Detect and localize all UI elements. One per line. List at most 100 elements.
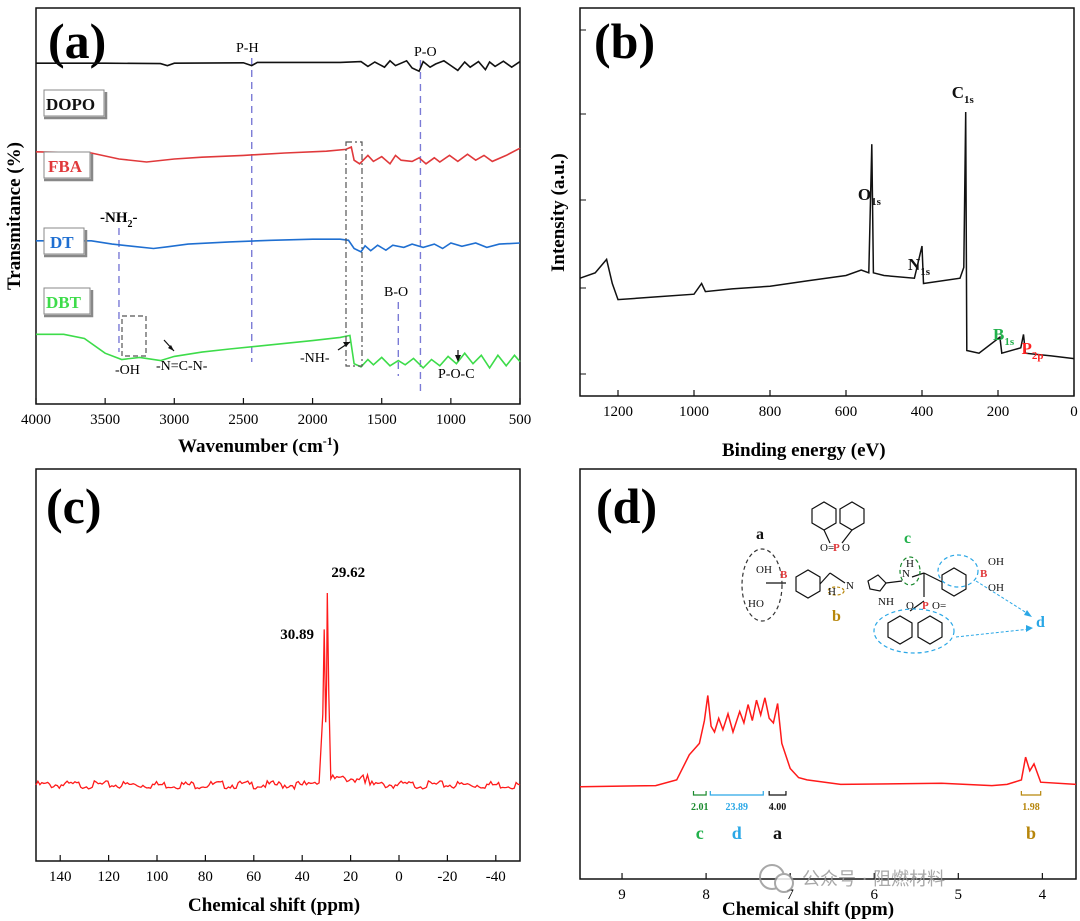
panel-c-label: (c): [46, 478, 102, 534]
watermark-text: 公众号 · 阻燃材料: [802, 869, 945, 890]
x-tick-label: 4000: [21, 412, 51, 428]
peak-label-b: B1s: [993, 325, 1015, 348]
label-o-double-top: O=: [820, 542, 834, 554]
panel-a-legend: DOPO FBA DT DBT: [43, 89, 108, 318]
panel-b: (b) 1200 1000 800 600 400 200 0 O1s N1s C1s B1s P2…: [548, 7, 1078, 461]
peak-label: 30.89: [280, 627, 314, 643]
panel-a-reference-lines: [118, 58, 422, 396]
annotation-nh2: -NH2-: [100, 210, 138, 230]
structure-label-a: a: [756, 526, 764, 543]
panel-d-x-ticks: 9 8 7 6 5 4: [618, 873, 1047, 903]
x-tick-label: -20: [437, 869, 457, 885]
x-tick-label: 6: [870, 887, 878, 903]
molecular-structure: [766, 501, 967, 645]
panel-d-label: (d): [596, 478, 657, 534]
triazole-ring: [867, 574, 887, 592]
integral-bracket: [709, 791, 764, 796]
group-a-circle: [741, 548, 783, 622]
x-tick-label: 0: [1070, 404, 1078, 420]
peak-label-p: P2p: [1021, 339, 1043, 362]
annotation-oh: -OH: [115, 363, 140, 378]
watermark: 公众号 · 阻燃材料: [759, 864, 945, 893]
label-oh-right-top: OH: [988, 556, 1004, 568]
ring-top-right: [839, 501, 865, 531]
label-ho-left: HO: [748, 598, 764, 610]
panel-a-label: (a): [48, 13, 106, 69]
x-tick-label: 5: [955, 887, 963, 903]
series-1h-nmr: [579, 695, 1077, 788]
x-tick-label: 80: [198, 869, 213, 885]
peak-label-o: O1s: [858, 185, 882, 208]
legend-dopo: DOPO: [46, 95, 95, 114]
label-o-double-bottom: O=: [932, 600, 946, 612]
x-tick-label: 2000: [298, 412, 328, 428]
structure-label-c: c: [904, 530, 911, 547]
panel-d-series: [579, 695, 1077, 788]
x-tick-label: -40: [486, 869, 506, 885]
series-xps-survey: [579, 111, 1075, 360]
annotation-p-o-c: P-O-C: [438, 367, 475, 382]
structure-label-d: d: [1036, 614, 1045, 631]
series-dbt: [36, 333, 521, 370]
panel-a: (a) 4000 3500 3000 2500 2000 1500 1000 500 DOPO…: [4, 7, 531, 457]
panel-b-label: (b): [594, 13, 655, 69]
integral-letter: c: [696, 823, 704, 843]
label-o-bottom: O: [906, 600, 914, 612]
panel-a-frame: [35, 7, 521, 405]
panel-a-series: [35, 59, 521, 370]
integral-letter: d: [732, 823, 742, 843]
panel-c-frame: [35, 468, 521, 862]
label-o-top: O: [842, 542, 850, 554]
structure-label-b: b: [832, 608, 841, 625]
label-h-c: H: [906, 558, 914, 570]
panel-a-x-ticks: 4000 3500 3000 2500 2000 1500 1000 500: [21, 398, 531, 428]
annotation-b-o: B-O: [384, 285, 408, 300]
label-n-left: N: [846, 580, 854, 592]
x-tick-label: 40: [295, 869, 310, 885]
x-tick-label: 4: [1039, 887, 1047, 903]
integral-value: 1.98: [1022, 802, 1039, 813]
panel-b-xlabel: Binding energy (eV): [722, 440, 886, 461]
legend-dbt: DBT: [46, 293, 82, 312]
integral-letter: b: [1026, 823, 1036, 843]
panel-c-xlabel: Chemical shift (ppm): [188, 895, 360, 916]
x-tick-label: 3000: [159, 412, 189, 428]
peak-label-c: C1s: [952, 83, 975, 106]
integral-letter: a: [773, 823, 782, 843]
integral-bracket: [768, 791, 787, 796]
label-nh-triazole: NH: [878, 596, 894, 608]
label-n-right: N: [902, 568, 910, 580]
integral-bracket: [692, 791, 707, 796]
panel-b-peak-labels: O1s N1s C1s B1s P2p: [858, 83, 1044, 362]
annotation-p-h: P-H: [236, 41, 259, 56]
ring-bottom-left: [887, 615, 913, 645]
panel-b-x-ticks: 1200 1000 800 600 400 200 0: [603, 390, 1078, 420]
annotation-nh: -NH-: [300, 351, 330, 366]
panel-c-peak-labels: 30.89 29.62: [280, 565, 365, 643]
x-tick-label: 140: [49, 869, 72, 885]
panel-a-ylabel: Transmitance (%): [4, 142, 25, 290]
ring-bottom-right: [917, 615, 943, 645]
x-tick-label: 1500: [367, 412, 397, 428]
panel-d-integrals: 2.01 c 23.89 d 4.00 a 1.98 b: [691, 791, 1042, 843]
integral-value: 23.89: [726, 802, 749, 813]
atom-b-right: B: [980, 568, 988, 580]
atom-p-bottom: P: [922, 600, 929, 612]
series-dt: [36, 238, 521, 253]
x-tick-label: 3500: [90, 412, 120, 428]
label-oh-left-top: OH: [756, 564, 772, 576]
x-tick-label: 120: [97, 869, 120, 885]
group-c-circle: [899, 556, 921, 586]
panel-c-series: [35, 592, 521, 791]
x-tick-label: 20: [343, 869, 358, 885]
x-tick-label: 100: [146, 869, 169, 885]
panel-d-xlabel: Chemical shift (ppm): [722, 899, 894, 920]
series-fba: [35, 145, 521, 166]
x-tick-label: 7: [786, 887, 794, 903]
x-tick-label: 1000: [436, 412, 466, 428]
x-tick-label: 1200: [603, 404, 633, 420]
x-tick-label: 600: [835, 404, 858, 420]
x-tick-label: 800: [759, 404, 782, 420]
integral-value: 2.01: [691, 802, 709, 813]
integral-bracket: [1020, 791, 1042, 796]
